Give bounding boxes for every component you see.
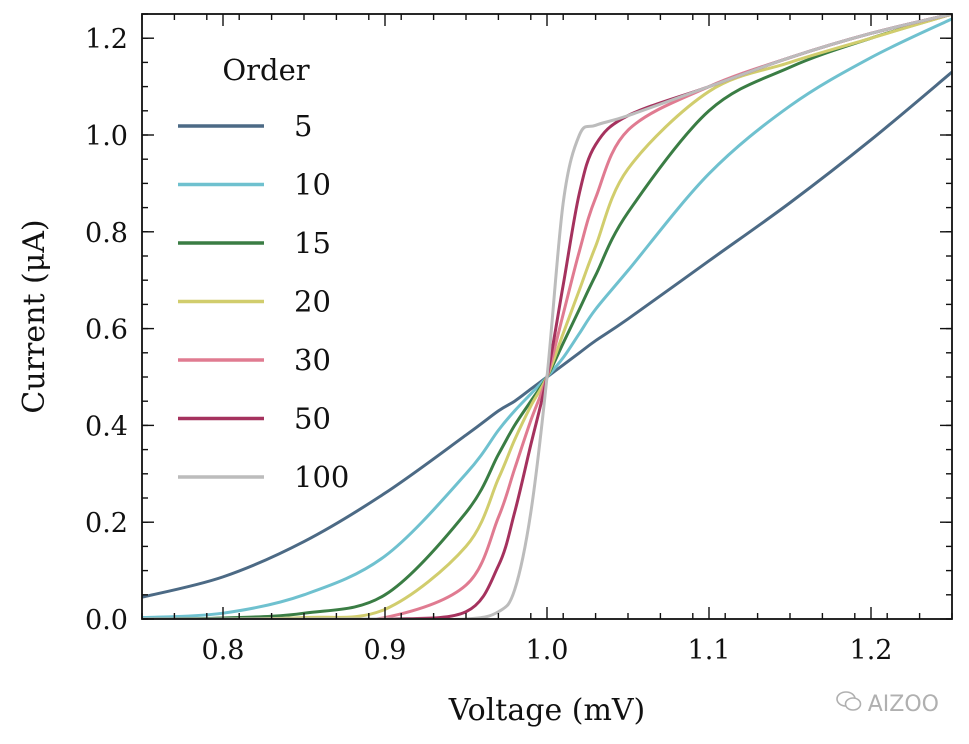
y-tick-label: 0.2 xyxy=(85,508,128,539)
y-tick-label: 1.0 xyxy=(85,121,128,152)
y-tick-label: 0.6 xyxy=(85,315,128,346)
x-tick-label: 0.9 xyxy=(364,635,407,666)
series-line-100 xyxy=(142,14,952,619)
series-line-10 xyxy=(142,17,952,619)
legend-label: 15 xyxy=(294,226,331,260)
y-tick-label: 0.4 xyxy=(85,411,128,442)
legend-label: 5 xyxy=(294,109,312,143)
x-axis-title: Voltage (mV) xyxy=(448,693,646,728)
series-line-5 xyxy=(142,70,952,599)
legend-label: 50 xyxy=(294,402,331,436)
y-tick-label: 1.2 xyxy=(85,24,128,55)
plot-frame xyxy=(141,13,953,620)
legend-label: 20 xyxy=(294,285,331,319)
tick-layer: 0.8 0.9 1.0 1.1 1.2 0.0 0.2 0.4 0.6 0.8 1.0 1.2 xyxy=(85,13,953,666)
x-tick-label: 1.1 xyxy=(688,635,731,666)
watermark: AIZOO xyxy=(835,690,939,718)
watermark-text: AIZOO xyxy=(867,691,939,717)
series-line-15 xyxy=(142,14,952,619)
series-line-50 xyxy=(142,14,952,619)
y-tick-label: 0.8 xyxy=(85,218,128,249)
legend-label: 100 xyxy=(294,460,349,494)
series-line-20 xyxy=(142,14,952,619)
x-tick-label: 1.0 xyxy=(526,635,569,666)
legend: Order 5 10 15 20 30 50 100 xyxy=(178,53,349,494)
y-axis-title: Current (μA) xyxy=(17,219,52,413)
legend-title: Order xyxy=(222,53,309,87)
legend-label: 30 xyxy=(294,343,331,377)
wechat-icon xyxy=(835,690,862,718)
series-layer xyxy=(142,14,952,619)
legend-label: 10 xyxy=(294,168,331,202)
series-line-30 xyxy=(142,14,952,619)
y-tick-label: 0.0 xyxy=(85,605,128,636)
x-tick-label: 0.8 xyxy=(202,635,245,666)
x-tick-label: 1.2 xyxy=(850,635,893,666)
